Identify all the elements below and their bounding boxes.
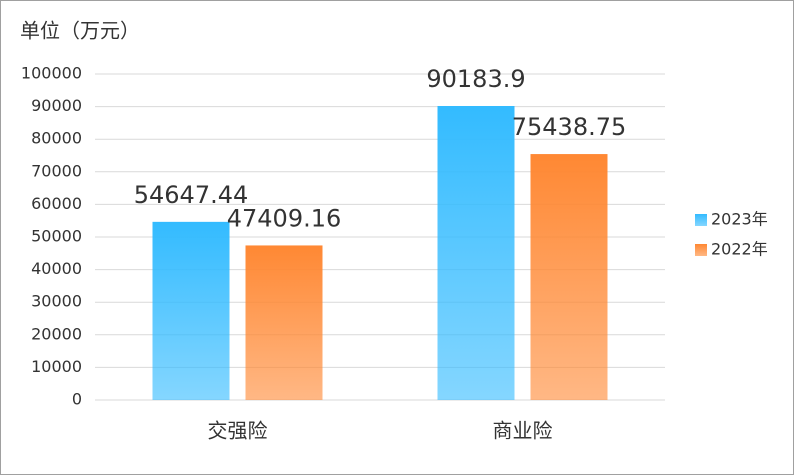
y-tick-label: 40000: [31, 259, 82, 278]
data-label: 47409.16: [227, 204, 342, 232]
y-tick-label: 50000: [31, 227, 82, 246]
legend-label: 2023年: [711, 210, 768, 229]
data-label: 54647.44: [134, 181, 249, 209]
data-label: 90183.9: [426, 65, 525, 93]
legend-swatch: [695, 214, 707, 226]
y-tick-label: 100000: [21, 64, 82, 83]
bar: [437, 106, 515, 400]
y-tick-label: 60000: [31, 194, 82, 213]
x-tick-label: 商业险: [493, 419, 553, 443]
y-tick-label: 70000: [31, 161, 82, 180]
y-tick-label: 80000: [31, 129, 82, 148]
y-tick-label: 20000: [31, 324, 82, 343]
y-tick-label: 90000: [31, 96, 82, 115]
legend-label: 2022年: [711, 240, 768, 259]
y-tick-label: 0: [72, 390, 82, 409]
bar: [245, 245, 323, 400]
bar: [152, 221, 230, 400]
data-label: 75438.75: [512, 113, 627, 141]
y-tick-label: 10000: [31, 357, 82, 376]
y-tick-label: 30000: [31, 292, 82, 311]
bar: [530, 154, 608, 400]
x-tick-label: 交强险: [208, 419, 268, 443]
y-axis-label: 单位（万元）: [20, 19, 140, 43]
legend-swatch: [695, 244, 707, 256]
